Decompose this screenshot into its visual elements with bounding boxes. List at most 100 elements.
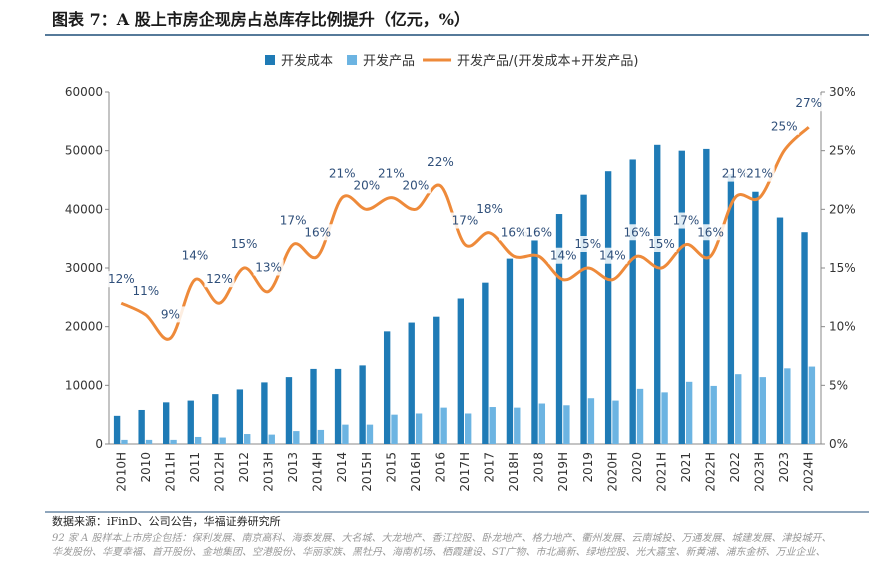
y-tick-label: 10000	[65, 378, 103, 392]
label-bg	[695, 224, 726, 241]
data-label: 21%	[722, 167, 749, 181]
label-bg	[425, 153, 456, 170]
x-tick-label: 2012H	[212, 452, 226, 492]
bar	[219, 437, 226, 444]
label-bg	[327, 165, 358, 182]
bar	[563, 405, 570, 444]
label-bg	[744, 165, 775, 182]
data-label: 21%	[746, 167, 773, 181]
data-label: 16%	[697, 225, 724, 239]
x-tick-label: 2018H	[507, 452, 521, 492]
bar	[514, 407, 521, 444]
bar	[654, 144, 661, 445]
label-bg	[278, 212, 309, 229]
x-tick-label: 2022	[728, 452, 742, 483]
bar	[236, 389, 244, 444]
data-label: 15%	[231, 237, 258, 251]
bar	[531, 240, 538, 444]
label-bg	[474, 200, 505, 217]
bar	[482, 282, 489, 444]
bar	[359, 365, 366, 444]
line	[120, 126, 810, 341]
y-tick-label: 30000	[65, 261, 103, 275]
data-label: 18%	[476, 202, 503, 216]
bar	[661, 392, 668, 444]
data-label: 12%	[206, 272, 233, 286]
data-label: 16%	[525, 225, 552, 239]
bar	[703, 148, 710, 444]
bar	[342, 424, 349, 444]
x-tick-label: 2010H	[114, 452, 128, 492]
bar	[678, 150, 685, 444]
label-bg	[450, 212, 480, 229]
bar	[457, 298, 464, 444]
x-tick-label: 2013H	[262, 452, 276, 492]
x-tick-label: 2010	[139, 452, 153, 483]
label-bg	[597, 247, 628, 264]
data-label: 15%	[648, 237, 675, 251]
chart-title: 图表 7：A 股上市房企现房占总库存比例提升（亿元，%）	[52, 10, 470, 29]
x-tick-label: 2022H	[704, 452, 718, 492]
bar	[212, 394, 219, 444]
y2-tick-label: 0%	[829, 437, 848, 451]
data-label: 21%	[329, 167, 356, 181]
bar	[383, 331, 391, 444]
y-tick-label: 50000	[65, 144, 103, 158]
bar	[636, 388, 644, 444]
bar	[801, 232, 808, 444]
bar	[261, 382, 268, 444]
data-label: 16%	[501, 225, 528, 239]
data-label: 12%	[108, 272, 135, 286]
data-label: 17%	[280, 214, 307, 228]
x-tick-label: 2013	[286, 452, 300, 483]
bar	[735, 374, 742, 444]
bar	[366, 424, 374, 444]
x-tick-label: 2019H	[556, 452, 570, 492]
bar	[391, 414, 398, 444]
label-bg	[572, 236, 603, 252]
x-tick-label: 2018	[532, 452, 546, 483]
note: 华发股份、华夏幸福、首开股份、金地集团、空港股份、华丽家族、黑牡丹、海南机场、栖…	[52, 546, 826, 558]
bar	[489, 407, 496, 444]
label-bg	[548, 247, 579, 264]
y2-tick-label: 15%	[829, 261, 856, 275]
label-bg	[400, 177, 431, 194]
x-tick-label: 2016	[433, 452, 447, 483]
x-tick-label: 2021H	[654, 452, 668, 492]
bar	[268, 434, 275, 444]
label-bg	[523, 224, 554, 241]
x-tick-label: 2020H	[605, 452, 619, 492]
x-tick-label: 2024H	[802, 452, 816, 492]
bar	[145, 439, 153, 444]
label-bg	[302, 224, 333, 241]
x-tick-label: 2014H	[311, 452, 325, 492]
bar	[415, 413, 423, 444]
x-tick-label: 2014	[335, 452, 349, 483]
bar	[506, 258, 514, 444]
bar	[163, 402, 170, 444]
bar	[285, 377, 293, 444]
data-label: 25%	[771, 120, 798, 134]
data-label: 17%	[452, 214, 479, 228]
bar	[580, 194, 587, 444]
data-label: 16%	[304, 225, 331, 239]
data-label: 20%	[353, 178, 380, 192]
legend-swatch	[265, 55, 275, 65]
label-bg	[621, 224, 652, 241]
bar	[752, 191, 759, 444]
y2-tick-label: 25%	[829, 144, 856, 158]
label-bg	[204, 271, 235, 288]
bar	[293, 431, 300, 444]
y-tick-label: 60000	[65, 85, 103, 99]
bar	[113, 415, 121, 444]
note: 92 家 A 股样本上市房企包括：保利发展、南京高科、海泰发展、大名城、大龙地产…	[52, 532, 831, 544]
data-label: 16%	[624, 225, 651, 239]
bar	[317, 429, 325, 444]
source: 数据来源：iFinD、公司公告，华福证券研究所	[52, 514, 281, 528]
bar	[187, 400, 194, 444]
data-label: 27%	[795, 96, 822, 110]
label-bg	[179, 247, 210, 264]
y-tick-label: 20000	[65, 320, 103, 334]
legend-label: 开发成本	[281, 53, 333, 69]
